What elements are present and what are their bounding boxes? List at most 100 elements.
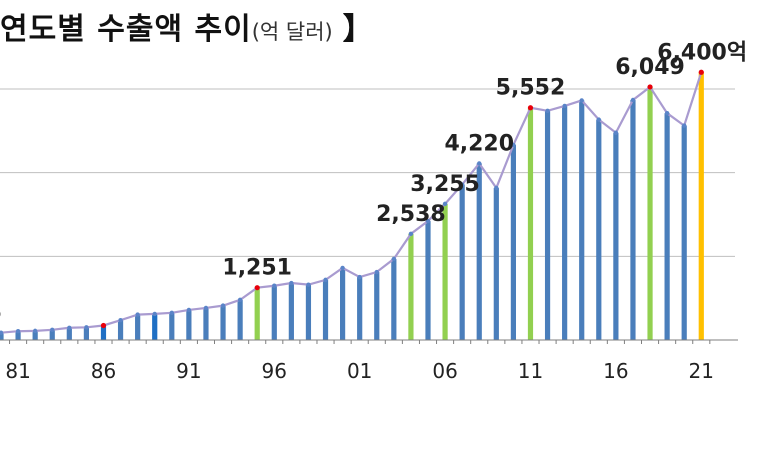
point-1998 — [306, 282, 311, 287]
bar-1985 — [83, 327, 89, 340]
point-1983 — [50, 327, 55, 332]
point-1988 — [135, 312, 140, 317]
bar-2019 — [664, 113, 670, 341]
point-2007 — [459, 182, 465, 187]
data-label-2021: 6,400억 — [657, 40, 747, 65]
bar-1995 — [254, 287, 260, 340]
bar-2020 — [681, 125, 687, 341]
point-2014 — [579, 98, 584, 103]
point-1982 — [32, 328, 38, 334]
trend-line-layer — [0, 69, 704, 335]
point-2012 — [545, 108, 550, 113]
point-2003 — [391, 256, 397, 262]
chart-title-main: 연도별 수출액 추이 — [0, 12, 252, 47]
bar-2000 — [340, 267, 346, 340]
bar-2018 — [647, 86, 653, 340]
x-tick-label: 81 — [5, 359, 30, 383]
bar-1984 — [66, 327, 72, 340]
bar-2002 — [374, 272, 380, 340]
point-2004 — [408, 231, 414, 237]
bar-1981 — [15, 331, 21, 340]
bar-2009 — [493, 187, 499, 340]
point-2017 — [630, 97, 636, 103]
point-1990 — [169, 310, 174, 316]
point-2016 — [613, 130, 619, 135]
point-2005 — [425, 218, 431, 224]
bar-2012 — [544, 110, 551, 340]
point-2001 — [357, 274, 362, 280]
chart-title: 연도별 수출액 추이(억 달러) 】 — [0, 4, 373, 47]
bar-1993 — [220, 305, 226, 340]
x-tick-label: 86 — [91, 359, 116, 383]
bar-2013 — [562, 105, 568, 340]
point-1991 — [186, 307, 192, 313]
x-tick-label: 01 — [347, 359, 372, 383]
bar-1994 — [237, 299, 243, 340]
bar-1996 — [271, 285, 277, 340]
bar-1991 — [186, 309, 192, 340]
x-tick-label: 96 — [262, 359, 287, 383]
data-label-1995: 1,251 — [222, 256, 292, 281]
point-1993 — [220, 303, 226, 308]
point-2000 — [340, 265, 345, 271]
bar-1987 — [117, 320, 124, 340]
x-tick-labels: 81 86 91 96 01 06 11 16 21 — [5, 359, 714, 383]
point-1994 — [237, 297, 243, 303]
point-2013 — [562, 103, 567, 109]
data-label-2008: 4,220 — [444, 131, 514, 156]
point-2008 — [477, 161, 482, 166]
point-2020 — [682, 123, 687, 128]
point-1985 — [84, 325, 89, 330]
point-2002 — [374, 269, 379, 275]
bar-2017 — [630, 100, 636, 340]
x-tick-marks — [9, 340, 711, 344]
point-2011 — [527, 105, 534, 111]
bar-1998 — [305, 284, 312, 340]
point-1981 — [15, 329, 21, 334]
bar-2016 — [613, 132, 619, 340]
x-tick-label: 06 — [432, 359, 457, 383]
bar-2014 — [579, 100, 585, 340]
bar-1989 — [152, 313, 158, 340]
point-1992 — [203, 305, 209, 311]
bar-2008 — [476, 163, 482, 340]
grid-lines — [0, 88, 735, 257]
point-1997 — [289, 280, 294, 286]
point-2021 — [698, 69, 704, 75]
chart-title-bracket: 】 — [342, 12, 373, 47]
point-1986 — [100, 322, 107, 329]
point-2019 — [664, 110, 670, 116]
x-tick-label: 91 — [176, 359, 201, 383]
chart-title-unit: (억 달러) — [251, 20, 333, 44]
bar-2003 — [391, 258, 397, 340]
data-label-1980: 175 — [0, 301, 2, 326]
trend-line — [0, 71, 703, 334]
point-1999 — [323, 277, 328, 283]
point-2015 — [596, 117, 601, 122]
bar-1982 — [32, 330, 38, 340]
x-tick-label: 21 — [689, 359, 714, 383]
bar-2021 — [698, 72, 704, 341]
bar-1990 — [169, 312, 175, 340]
x-tick-label: 16 — [603, 359, 628, 383]
point-1980 — [0, 330, 4, 335]
point-1996 — [272, 283, 277, 288]
bar-2006 — [442, 203, 448, 340]
bar-1986 — [100, 325, 107, 340]
bar-2010 — [510, 144, 516, 340]
point-2009 — [494, 185, 499, 191]
point-1995 — [254, 285, 260, 291]
point-1989 — [152, 311, 157, 317]
bar-2004 — [408, 233, 414, 340]
bar-1997 — [288, 283, 294, 340]
bar-2001 — [357, 277, 363, 340]
data-label-2004: 2,538 — [376, 202, 446, 227]
bar-series — [0, 72, 704, 341]
bar-1992 — [203, 307, 209, 340]
bar-1980 — [0, 332, 4, 340]
x-tick-label: 11 — [518, 359, 543, 383]
point-2018 — [647, 84, 653, 90]
bar-2015 — [596, 119, 602, 340]
